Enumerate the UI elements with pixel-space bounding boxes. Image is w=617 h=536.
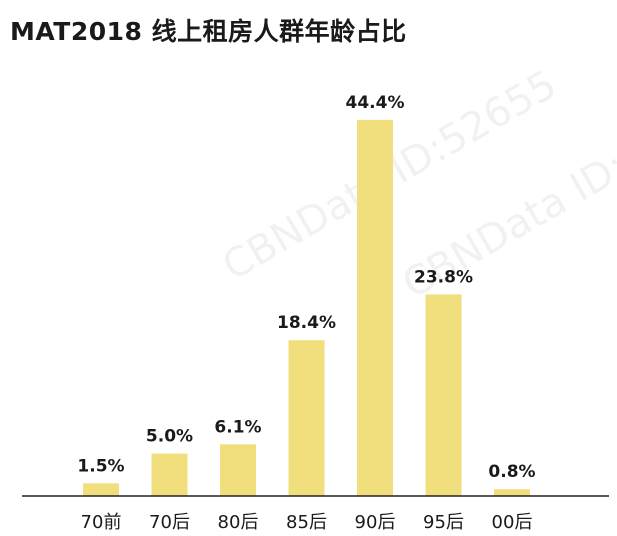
x-tick-label-5: 95后 — [423, 512, 464, 533]
value-label-0: 1.5% — [77, 456, 124, 476]
chart-title: MAT2018 线上租房人群年龄占比 — [10, 17, 407, 46]
value-label-3: 18.4% — [277, 313, 336, 333]
bar-0 — [83, 483, 119, 496]
x-tick-label-0: 70前 — [81, 512, 122, 533]
value-label-6: 0.8% — [488, 462, 535, 482]
bars-layer — [83, 119, 530, 497]
value-label-4: 44.4% — [346, 93, 405, 113]
bar-2 — [220, 444, 256, 496]
bar-1 — [151, 453, 188, 496]
bar-5 — [425, 294, 462, 496]
value-label-2: 6.1% — [214, 417, 261, 437]
value-label-1: 5.0% — [146, 427, 193, 447]
value-label-5: 23.8% — [414, 267, 473, 287]
bar-4 — [357, 119, 393, 497]
bar-6 — [494, 489, 530, 496]
bar-3 — [288, 340, 325, 496]
x-tick-label-1: 70后 — [149, 512, 190, 533]
x-tick-labels-layer: 70前 70后 80后 85后 90后 95后 00后 — [81, 512, 533, 533]
value-labels-layer: 1.5% 5.0% 6.1% 18.4% 44.4% 23.8% 0.8% — [77, 93, 535, 482]
x-tick-label-6: 00后 — [492, 512, 533, 533]
x-tick-label-4: 90后 — [355, 512, 396, 533]
x-tick-label-2: 80后 — [218, 512, 259, 533]
x-tick-label-3: 85后 — [286, 512, 327, 533]
